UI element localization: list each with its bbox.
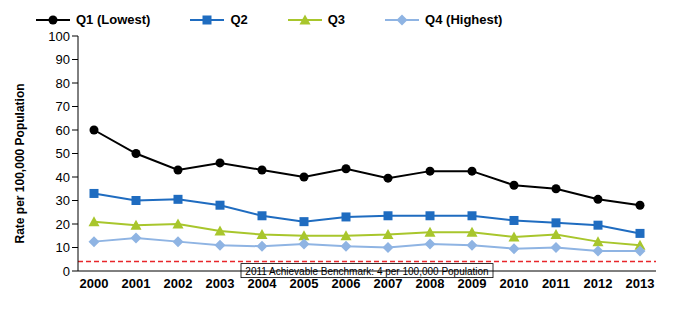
- svg-text:2007: 2007: [374, 276, 403, 291]
- svg-text:60: 60: [56, 123, 70, 138]
- svg-text:40: 40: [56, 170, 70, 185]
- svg-text:0: 0: [63, 264, 70, 279]
- html-text:Q4 (Highest): Q4 (Highest): [425, 12, 503, 27]
- svg-text:70: 70: [56, 99, 70, 114]
- svg-text:2008: 2008: [416, 276, 445, 291]
- svg-text:2006: 2006: [332, 276, 361, 291]
- html-text:Q3: Q3: [327, 12, 346, 27]
- svg-text:2005: 2005: [290, 276, 319, 291]
- svg-text:2004: 2004: [248, 276, 278, 291]
- svg-text:80: 80: [56, 76, 70, 91]
- svg-text:2003: 2003: [206, 276, 235, 291]
- svg-text:2012: 2012: [584, 276, 613, 291]
- svg-text:Rate per 100,000 Population: Rate per 100,000 Population: [13, 83, 27, 243]
- svg-text:90: 90: [56, 52, 70, 67]
- svg-text:2000: 2000: [80, 276, 109, 291]
- svg-text:2013: 2013: [626, 276, 655, 291]
- svg-text:2010: 2010: [500, 276, 529, 291]
- svg-text:2011: 2011: [542, 276, 570, 291]
- svg-text:2002: 2002: [164, 276, 193, 291]
- svg-text:2011 Achievable Benchmark: 4 p: 2011 Achievable Benchmark: 4 per 100,000…: [245, 265, 489, 277]
- html-text:Q2: Q2: [230, 12, 248, 27]
- svg-text:50: 50: [56, 146, 70, 161]
- svg-text:2009: 2009: [458, 276, 487, 291]
- svg-text:20: 20: [56, 217, 70, 232]
- html-text:Q1 (Lowest): Q1 (Lowest): [76, 12, 151, 27]
- svg-text:30: 30: [56, 193, 70, 208]
- svg-text:100: 100: [48, 29, 70, 44]
- svg-text:10: 10: [56, 240, 70, 255]
- svg-text:2001: 2001: [122, 276, 151, 291]
